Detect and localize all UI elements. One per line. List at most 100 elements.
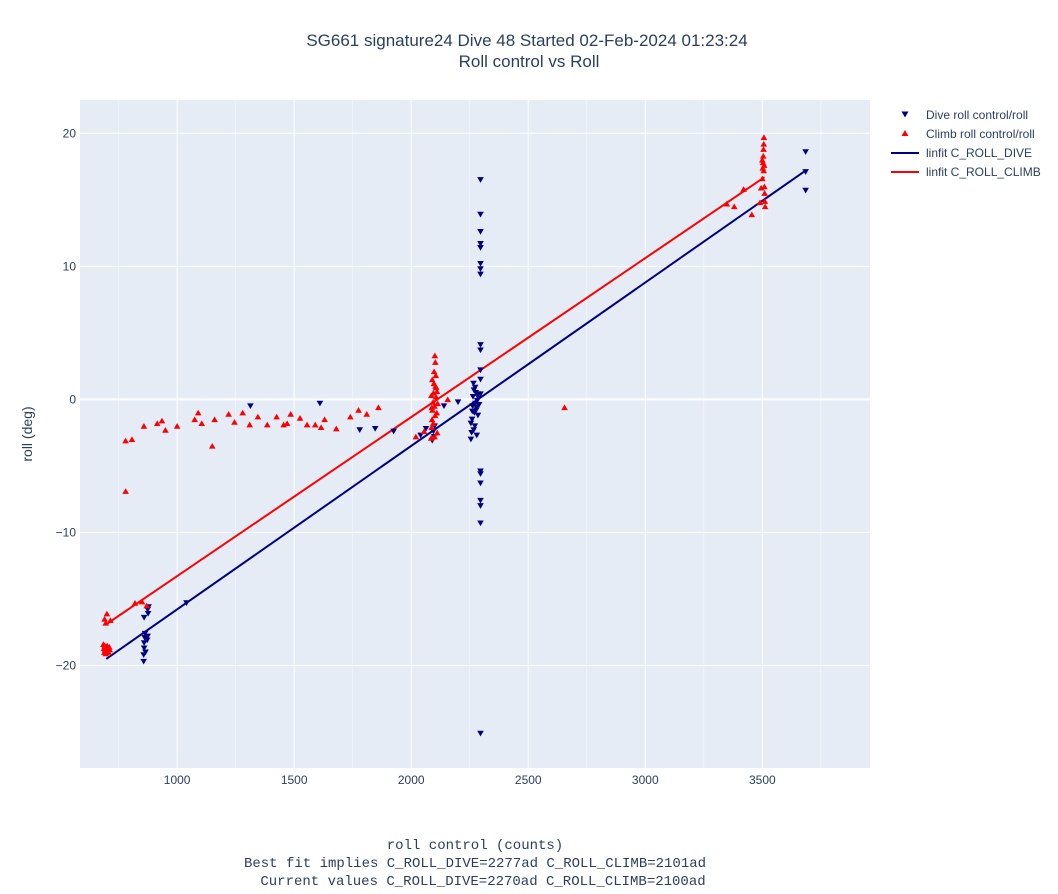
dive-point [477,260,484,267]
climb-point [759,152,767,159]
dive-point [477,503,484,509]
climb-point [333,425,340,432]
markers [100,134,809,737]
dive-point [802,169,809,175]
climb-point [198,420,206,427]
grid [80,100,870,768]
climb-point [430,368,438,375]
dive-point [422,425,430,432]
y-tick-label: 0 [69,392,76,406]
fit-line [105,169,807,660]
climb-point [748,211,756,218]
climb-point [273,413,280,420]
climb-point [103,610,111,617]
tick-labels: 1000 1500 2000 2500 3000 3500 −20 −10 0 10 20 [56,126,776,787]
climb-point [760,146,767,152]
climb-point [131,599,139,606]
climb-point [311,421,319,428]
dive-point [183,600,190,606]
climb-point [428,392,435,399]
dive-point [477,471,484,477]
dive-point [475,395,482,402]
dive-point [802,187,809,194]
y-tick-label: −20 [56,659,77,673]
dive-point [470,427,478,434]
dive-point [477,480,484,487]
climb-point [432,359,439,365]
climb-point [122,437,129,444]
legend-label-dive-markers: Dive roll control/roll [926,108,1028,122]
dive-point [477,211,484,218]
climb-point [158,417,166,424]
fit-lines [105,169,807,660]
legend-item-dive-fit[interactable]: linfit C_ROLL_DIVE [891,146,1032,160]
dive-point [356,427,364,434]
legend-label-climb-fit: linfit C_ROLL_CLIMB [926,165,1041,179]
dive-point [469,408,476,415]
climb-point [433,388,441,395]
chart-title: SG661 signature24 Dive 48 Started 02-Feb… [306,31,747,50]
climb-point [239,409,246,416]
climb-point [107,617,114,623]
current-values-note: Current values C_ROLL_DIVE=2270ad C_ROLL… [260,874,705,890]
climb-point [173,423,181,429]
climb-point [761,198,769,204]
dive-point [477,229,484,235]
dive-point [417,432,424,439]
climb-point [761,190,768,196]
dive-point [471,384,479,391]
y-axis-title: roll (deg) [19,406,35,461]
chart-subtitle: Roll control vs Roll [459,52,600,71]
climb-point [431,412,439,419]
climb-point [287,411,294,417]
climb-point [363,411,371,417]
dive-point [477,177,484,183]
dive-point [477,245,484,251]
dive-point [140,640,148,646]
climb-point [128,436,136,443]
legend-item-dive-markers[interactable]: Dive roll control/roll [901,108,1029,122]
dive-point [140,614,148,621]
climb-point [429,399,437,405]
dive-point [140,645,148,652]
x-tick-label: 3000 [632,773,659,787]
climb-point [429,420,437,427]
dive-point [430,428,437,435]
climb-point [102,619,110,626]
climb-point [760,162,768,168]
climb-point [263,421,271,428]
climb-point [434,400,441,407]
dive-point [467,420,475,427]
dive-point [454,399,462,406]
dive-point [477,497,484,504]
climb-point [231,419,238,425]
climb-point [211,416,218,423]
legend: Dive roll control/roll Climb roll contro… [891,108,1041,179]
fit-line [105,176,765,626]
dive-point [247,403,254,410]
climb-point [194,409,202,416]
dive-point [371,425,379,432]
y-tick-label: −10 [56,525,77,539]
dive-point [467,436,475,443]
x-tick-label: 1000 [164,773,191,787]
dive-point [144,610,152,617]
climb-point [760,167,768,174]
legend-label-climb-markers: Climb roll control/roll [926,127,1035,141]
dive-point [440,403,448,410]
climb-point [428,376,436,383]
legend-item-climb-fit[interactable]: linfit C_ROLL_CLIMB [891,165,1041,179]
triangle-up-icon [901,130,909,136]
climb-point [303,421,311,428]
climb-point [433,429,441,436]
climb-point [162,427,169,433]
dive-point [471,423,479,430]
climb-point [375,404,382,411]
climb-point [740,186,747,192]
climb-point [428,424,435,431]
dive-point [477,730,484,737]
climb-point [431,352,439,359]
climb-point [296,415,304,421]
dive-point [143,637,151,644]
legend-item-climb-markers[interactable]: Climb roll control/roll [901,127,1035,141]
